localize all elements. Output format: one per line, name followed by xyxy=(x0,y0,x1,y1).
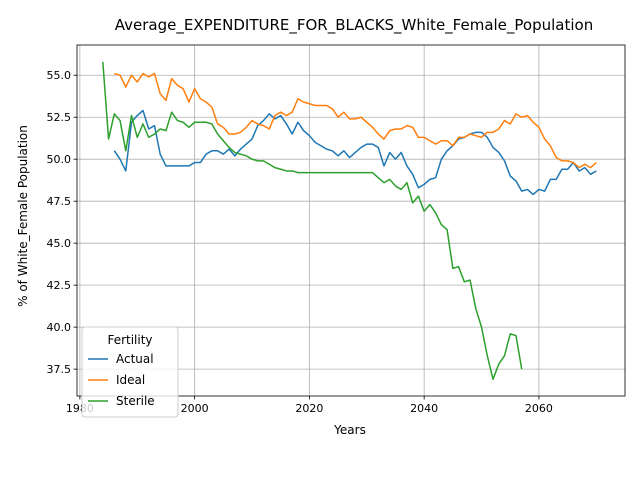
legend-box xyxy=(81,326,179,418)
y-tick-label: 52.5 xyxy=(47,111,72,124)
y-tick-label: 47.5 xyxy=(47,195,72,208)
legend-title: Fertility xyxy=(107,333,152,347)
legend-items: Actual Ideal Sterile xyxy=(88,352,155,408)
x-tick-label: 2000 xyxy=(181,402,209,415)
y-tick-label: 55.0 xyxy=(47,69,72,82)
x-tick-label: 2060 xyxy=(525,402,553,415)
y-tick-label: 50.0 xyxy=(47,153,72,166)
y-tick-label: 40.0 xyxy=(47,321,72,334)
series-lines xyxy=(102,61,597,380)
legend-label-ideal: Ideal xyxy=(116,373,145,387)
legend-label-sterile: Sterile xyxy=(116,394,155,408)
chart-title: Average_EXPENDITURE_FOR_BLACKS_White_Fem… xyxy=(115,16,593,35)
x-tick-label: 2040 xyxy=(410,402,438,415)
y-tick-label: 37.5 xyxy=(47,363,72,376)
series-line-ideal xyxy=(114,72,597,169)
y-tick-label: 45.0 xyxy=(47,237,72,250)
plot-frame xyxy=(76,44,626,397)
y-tick-label: 42.5 xyxy=(47,279,72,292)
x-axis-label: Years xyxy=(333,423,366,437)
series-line-sterile xyxy=(102,61,523,380)
x-tick-label: 2020 xyxy=(295,402,323,415)
legend: Fertility Actual Ideal Sterile xyxy=(81,326,179,418)
legend-label-actual: Actual xyxy=(116,352,154,366)
series-line-actual xyxy=(113,109,597,196)
y-axis-label: % of White_Female Population xyxy=(16,125,30,307)
axis-ticks: 1980 2000 2020 2040 206037.540.042.545.047.5… xyxy=(47,69,553,415)
